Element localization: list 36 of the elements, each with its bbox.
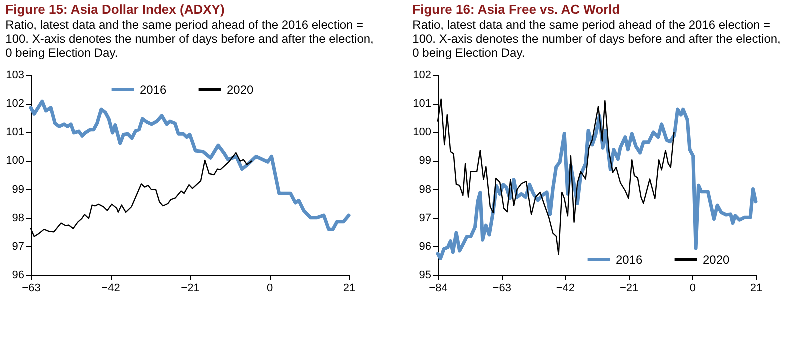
- y-tick-label: 101: [6, 126, 24, 139]
- y-tick-label: 96: [419, 240, 432, 253]
- chart-subtitle: Ratio, latest data and the same period ahead of the 2016 election = 100. X-axis denotes the number of days before and after the election, 0 being Election Day.: [412, 18, 781, 60]
- y-tick-label: 96: [12, 270, 24, 282]
- x-tick-label: −21: [181, 282, 200, 294]
- line-series: [29, 100, 351, 232]
- y-tick-label: 99: [419, 155, 432, 168]
- chart-title: Figure 16: Asia Free vs. AC World: [412, 2, 620, 17]
- x-tick-label: −63: [22, 282, 41, 294]
- y-tick-label: 100: [6, 155, 24, 168]
- legend-label: 2016: [140, 83, 168, 97]
- y-tick-label: 99: [12, 184, 24, 196]
- x-tick-label: 0: [690, 282, 696, 294]
- y-tick-label: 102: [6, 98, 24, 110]
- y-tick-label: 101: [413, 98, 432, 110]
- x-tick-label: −42: [102, 282, 120, 294]
- y-tick-label: 97: [419, 212, 432, 224]
- x-tick-label: 0: [266, 282, 274, 294]
- y-tick-label: 100: [413, 126, 432, 139]
- x-tick-label: −84: [429, 282, 448, 294]
- y-tick-label: 97: [12, 240, 24, 253]
- chart-subtitle: Ratio, latest data and the same period ahead of the 2016 election = 100. X-axis denotes the number of days before and after the election, 0 being Election Day.: [6, 18, 374, 60]
- x-tick-label: −63: [492, 282, 512, 294]
- x-tick-label: −42: [556, 282, 576, 294]
- x-tick-label: 21: [750, 282, 763, 294]
- y-tick-label: 98: [419, 184, 432, 196]
- y-tick-label: 98: [12, 212, 24, 224]
- x-tick-label: 21: [343, 282, 356, 294]
- legend-label: 2020: [703, 253, 730, 267]
- y-tick-label: 95: [419, 270, 432, 282]
- y-tick-label: 102: [413, 70, 432, 82]
- legend-label: 2016: [616, 253, 644, 267]
- x-tick-label: −21: [620, 282, 639, 294]
- legend-label: 2020: [227, 83, 254, 97]
- y-tick-label: 103: [6, 70, 24, 82]
- chart-title: Figure 15: Asia Dollar Index (ADXY): [6, 2, 225, 17]
